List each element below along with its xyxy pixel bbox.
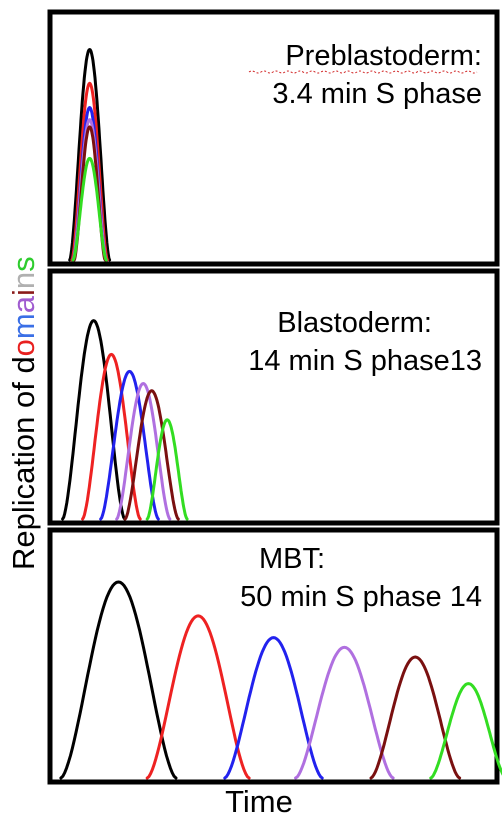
spellcheck-underline <box>248 70 478 74</box>
preblastoderm-replication-curve-6 <box>71 156 108 262</box>
panel-mbt: MBT: 50 min S phase 14 <box>47 527 502 785</box>
y-axis-letter-a: a <box>6 295 41 313</box>
blastoderm-replication-curve-5 <box>123 389 180 521</box>
y-axis-label: Replication of domains <box>6 256 41 570</box>
mbt-replication-curve-3 <box>223 636 324 780</box>
blastoderm-replication-curve-6 <box>145 418 189 521</box>
panel-blastoderm-curves <box>61 319 189 521</box>
preblastoderm-replication-curve-1 <box>68 48 112 262</box>
x-axis-label: Time <box>225 784 293 819</box>
blastoderm-replication-curve-1 <box>61 319 127 521</box>
blastoderm-replication-curve-2 <box>81 352 142 521</box>
y-axis-letter-o: o <box>6 339 41 356</box>
mbt-replication-curve-1 <box>59 580 178 780</box>
mbt-replication-curve-2 <box>145 614 251 780</box>
panel-blastoderm-title-line2: 14 min S phase13 <box>248 345 482 377</box>
panel-preblastoderm: Preblastoderm: 3.4 min S phase <box>47 9 500 267</box>
panel-mbt-title-line1: MBT: <box>259 543 325 575</box>
y-axis-letter-i: i <box>6 289 41 296</box>
blastoderm-replication-curve-3 <box>99 369 160 521</box>
panel-preblastoderm-title-line2: 3.4 min S phase <box>272 78 482 110</box>
mbt-replication-curve-6 <box>429 682 502 780</box>
mbt-replication-curve-4 <box>294 645 395 780</box>
y-axis-label-prefix: Replication of d <box>6 356 41 570</box>
panel-mbt-title-line2: 50 min S phase 14 <box>240 581 482 613</box>
panel-blastoderm: Blastoderm: 14 min S phase13 <box>47 268 500 526</box>
panel-mbt-curves <box>59 580 502 780</box>
panel-preblastoderm-title-line1: Preblastoderm: <box>285 40 482 72</box>
panel-preblastoderm-frame <box>47 9 500 267</box>
panel-preblastoderm-curves <box>68 48 112 262</box>
y-axis-letter-n: n <box>6 272 41 289</box>
y-axis-letter-s: s <box>6 256 41 272</box>
panel-blastoderm-title-line1: Blastoderm: <box>277 307 432 339</box>
panel-mbt-frame <box>47 527 500 785</box>
y-axis-letter-m: m <box>6 313 41 339</box>
blastoderm-replication-curve-4 <box>115 382 172 521</box>
